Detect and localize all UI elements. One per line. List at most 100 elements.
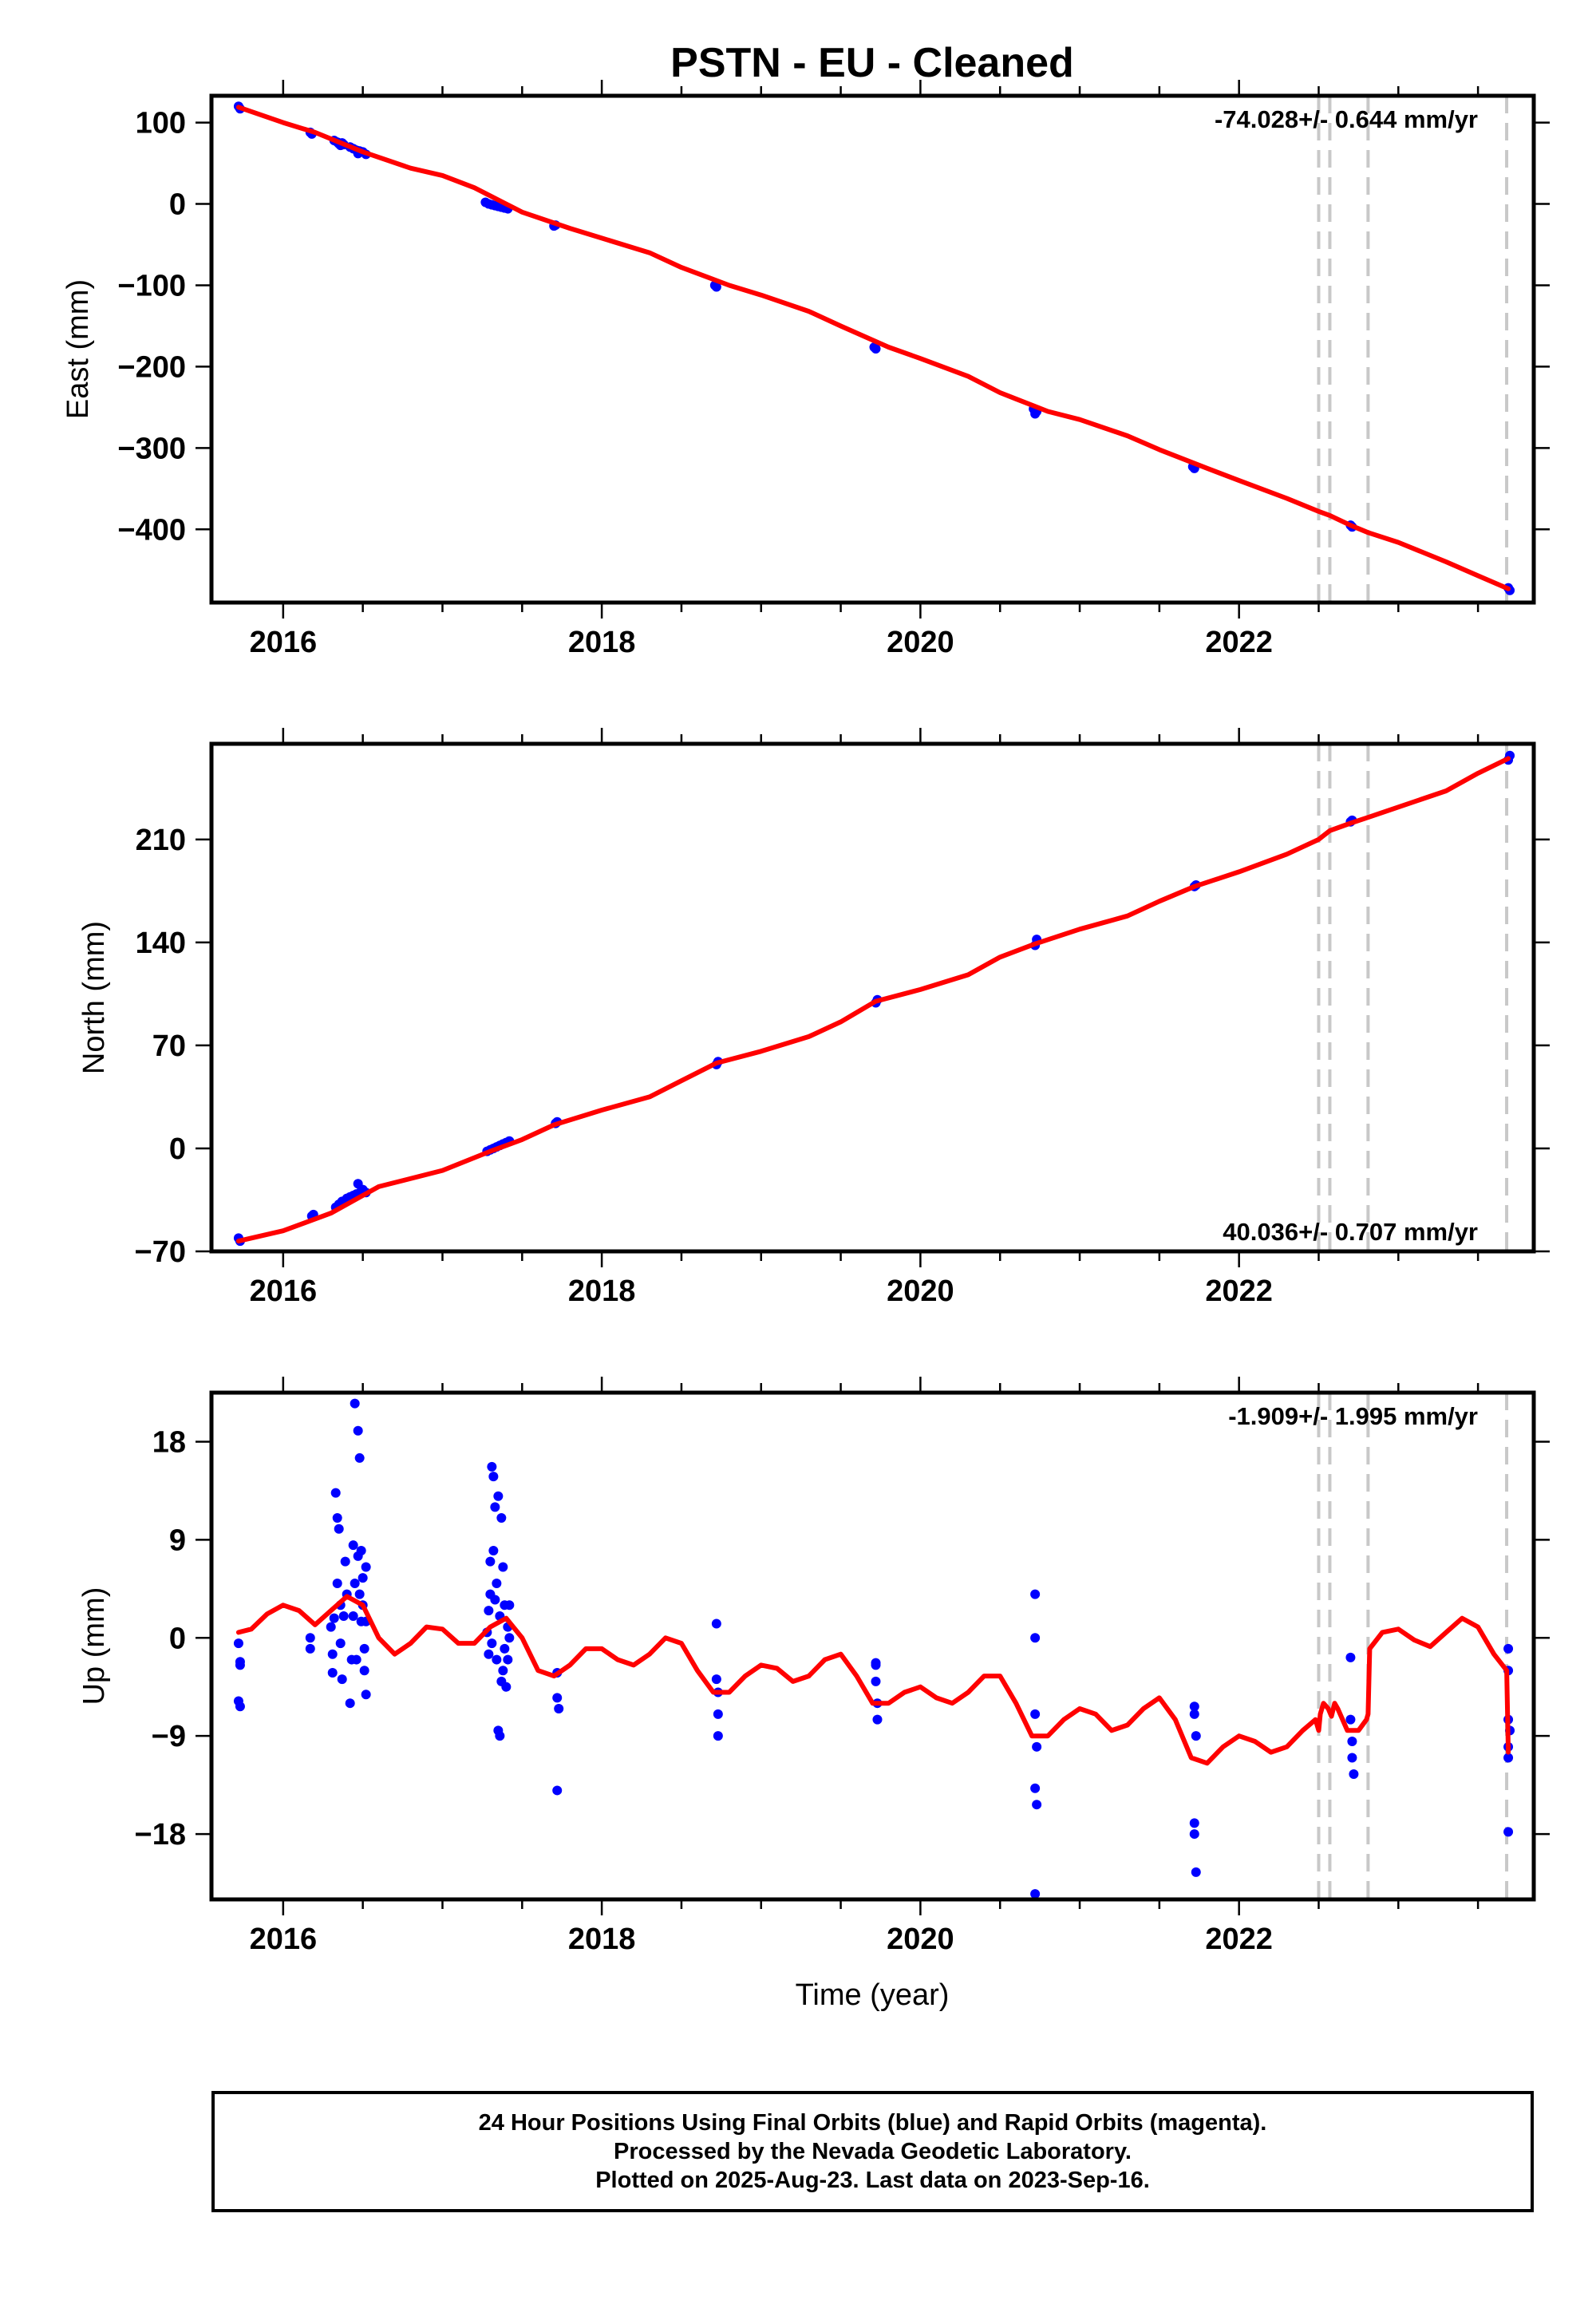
- y-axis-label-north: North (mm): [77, 921, 111, 1074]
- data-point-up-36: [359, 1643, 369, 1654]
- x-tick-label-north: 2022: [1205, 1275, 1273, 1308]
- x-tick-label-up: 2022: [1205, 1923, 1273, 1956]
- plot-area-east: [233, 96, 1515, 603]
- y-axis-label-east: East (mm): [61, 279, 95, 419]
- y-tick-label-east: −300: [117, 432, 186, 465]
- data-point-up-33: [356, 1546, 366, 1556]
- data-point-up-50: [490, 1595, 500, 1605]
- data-point-up-31: [354, 1589, 365, 1599]
- x-tick-label-north: 2016: [250, 1275, 318, 1308]
- data-point-up-101: [1503, 1643, 1514, 1654]
- plot-frame-east: [209, 93, 1536, 605]
- data-point-up-61: [498, 1562, 508, 1572]
- data-point-up-49: [488, 1546, 499, 1556]
- data-point-up-86: [1032, 1741, 1042, 1752]
- data-point-up-48: [488, 1472, 499, 1482]
- data-point-up-11: [330, 1488, 341, 1498]
- data-point-up-80: [871, 1676, 881, 1686]
- data-point-up-53: [492, 1578, 502, 1588]
- fit-line-north: [235, 756, 1511, 1244]
- data-point-up-8: [327, 1649, 338, 1659]
- data-point-up-43: [484, 1649, 494, 1659]
- data-point-up-5: [305, 1633, 315, 1643]
- data-point-up-10: [329, 1613, 339, 1623]
- data-point-up-0: [233, 1638, 243, 1649]
- plot-area-north: [233, 744, 1515, 1251]
- data-point-up-70: [552, 1693, 563, 1703]
- data-point-up-21: [345, 1698, 355, 1709]
- data-point-up-85: [1030, 1709, 1041, 1719]
- data-point-up-67: [504, 1633, 515, 1643]
- data-point-east-30: [871, 343, 881, 354]
- plot-area-up: [233, 1393, 1515, 1899]
- data-point-up-96: [1345, 1652, 1356, 1662]
- data-point-up-37: [359, 1666, 369, 1676]
- data-point-up-58: [496, 1513, 507, 1524]
- rate-label-north: 40.036+/- 0.707 mm/yr: [1223, 1218, 1478, 1246]
- data-point-up-66: [503, 1654, 513, 1665]
- data-point-up-4: [235, 1701, 245, 1712]
- data-point-up-26: [350, 1578, 360, 1588]
- rate-label-east: -74.028+/- 0.644 mm/yr: [1215, 105, 1478, 133]
- data-point-up-56: [495, 1731, 505, 1741]
- data-point-up-94: [1189, 1829, 1199, 1840]
- y-tick-label-east: −400: [117, 513, 186, 547]
- x-tick-label-north: 2020: [887, 1275, 954, 1308]
- data-point-up-74: [711, 1674, 721, 1685]
- data-point-up-92: [1191, 1731, 1201, 1741]
- data-point-up-68: [504, 1600, 515, 1611]
- data-point-up-77: [713, 1731, 723, 1741]
- data-point-up-97: [1345, 1714, 1356, 1725]
- data-point-up-64: [501, 1682, 512, 1692]
- panel-north: 2016 2018 2020 2022 −70 0 70 140 210 North (mm) 40…: [77, 728, 1550, 1308]
- y-tick-label-north: 140: [136, 927, 186, 960]
- data-point-up-76: [713, 1709, 723, 1719]
- x-tick-label-up: 2018: [568, 1923, 636, 1956]
- data-point-up-24: [348, 1611, 358, 1621]
- data-point-up-38: [361, 1690, 371, 1700]
- y-tick-label-up: −9: [152, 1720, 186, 1753]
- data-point-up-87: [1030, 1783, 1041, 1793]
- x-tick-label-up: 2020: [887, 1923, 954, 1956]
- data-point-up-18: [338, 1611, 349, 1621]
- y-tick-label-up: 9: [169, 1524, 186, 1557]
- info-line-1: 24 Hour Positions Using Final Orbits (bl…: [478, 2110, 1267, 2136]
- data-point-up-23: [348, 1540, 358, 1551]
- data-point-up-79: [871, 1658, 881, 1668]
- data-point-up-100: [1349, 1769, 1359, 1779]
- y-tick-label-north: 0: [169, 1132, 186, 1166]
- fit-line-east: [235, 105, 1511, 591]
- x-tick-label-up: 2016: [250, 1923, 318, 1956]
- chart-title: PSTN - EU - Cleaned: [670, 40, 1074, 86]
- data-point-up-25: [350, 1398, 360, 1409]
- data-point-up-6: [305, 1643, 315, 1654]
- data-point-up-89: [1030, 1889, 1041, 1899]
- data-point-up-63: [500, 1643, 510, 1654]
- data-point-up-35: [358, 1573, 368, 1583]
- data-point-up-40: [361, 1562, 371, 1572]
- data-point-up-19: [340, 1556, 350, 1567]
- data-point-up-84: [1030, 1633, 1041, 1643]
- x-tick-label-east: 2020: [887, 626, 954, 659]
- data-point-up-13: [332, 1578, 342, 1588]
- data-point-up-16: [335, 1638, 346, 1649]
- data-point-up-60: [498, 1666, 508, 1676]
- y-tick-label-north: −70: [135, 1235, 186, 1269]
- x-tick-label-east: 2016: [250, 626, 318, 659]
- data-point-east-28: [711, 282, 721, 292]
- data-point-up-95: [1191, 1867, 1201, 1877]
- panel-east: 2016 2018 2020 2022 −400 −300 −200 −100 0 100 East…: [61, 80, 1550, 659]
- x-tick-label-east: 2018: [568, 626, 636, 659]
- data-point-up-83: [1030, 1589, 1041, 1599]
- data-point-up-91: [1189, 1709, 1199, 1719]
- y-tick-label-up: 18: [152, 1425, 186, 1459]
- y-tick-label-up: −18: [135, 1818, 186, 1852]
- data-point-up-7: [326, 1622, 336, 1632]
- plot-frame-north: [209, 741, 1536, 1254]
- data-point-up-54: [493, 1491, 504, 1501]
- y-tick-label-east: 100: [136, 107, 186, 140]
- panel-up: 2016 2018 2020 2022 −18 −9 0 9 18 Up (mm) -1.909+/…: [77, 1377, 1550, 1956]
- y-tick-label-north: 70: [152, 1030, 186, 1063]
- y-tick-label-east: −100: [117, 269, 186, 302]
